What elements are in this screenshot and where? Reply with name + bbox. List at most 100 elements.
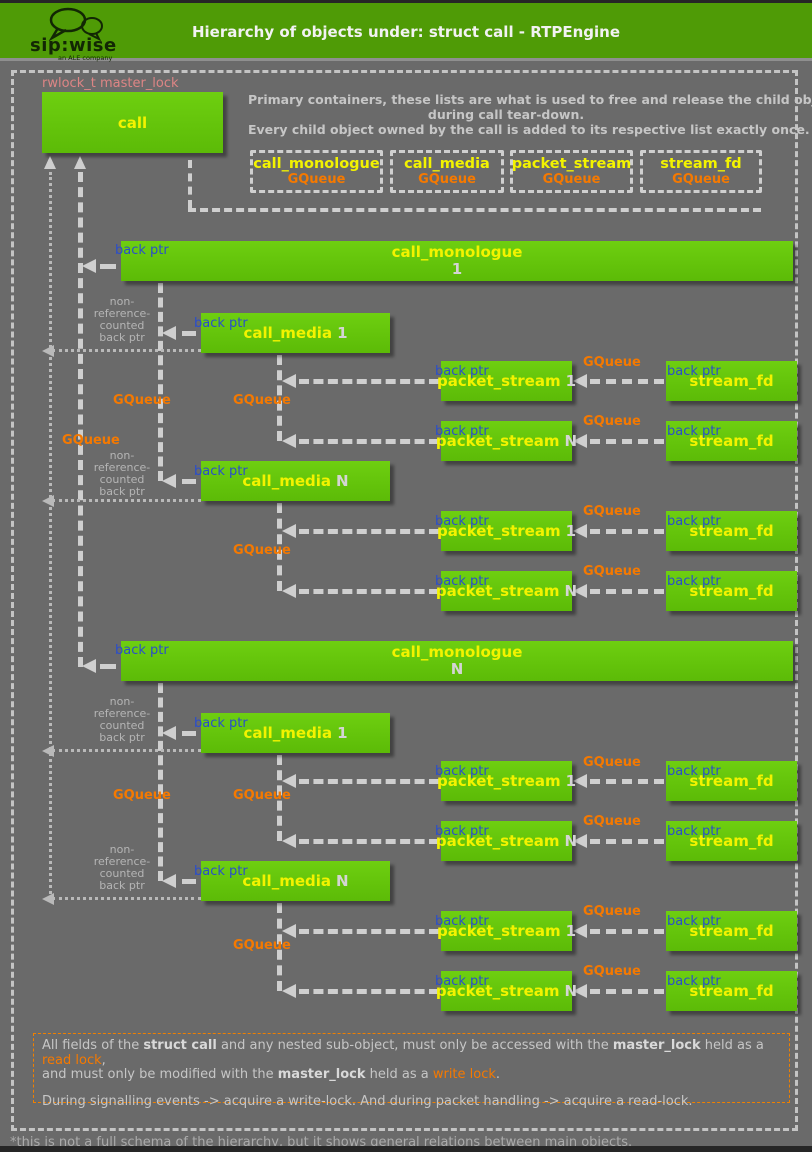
stream-fd-link bbox=[590, 589, 664, 594]
stream-fd-link bbox=[590, 989, 664, 994]
stream-fd-link bbox=[590, 929, 664, 934]
back-ptr-label: back ptr bbox=[667, 424, 721, 439]
non-ref-line: back ptr bbox=[99, 731, 145, 744]
node-number: N bbox=[564, 582, 578, 600]
gqueue-label: GQueue bbox=[583, 504, 641, 519]
node-label: packet_stream bbox=[436, 372, 561, 390]
node-label: stream_fd bbox=[689, 772, 774, 790]
back-ptr-label: back ptr bbox=[194, 864, 248, 879]
node-stream-fd: stream_fd bbox=[666, 821, 797, 861]
non-ref-label: non- reference- counted back ptr bbox=[85, 844, 159, 892]
non-ref-line: non- bbox=[109, 295, 135, 308]
node-number: 1 bbox=[565, 922, 577, 940]
non-ref-label: non- reference- counted back ptr bbox=[85, 296, 159, 344]
node-call-monologue-1: call_monologue 1 bbox=[121, 241, 793, 281]
node-stream-fd: stream_fd bbox=[666, 361, 797, 401]
gqueue-label: GQueue bbox=[583, 755, 641, 770]
note-line-2: and must only be modified with the maste… bbox=[42, 1067, 781, 1083]
arrow-left-icon bbox=[573, 834, 587, 848]
container-stream-fd-gqueue: stream_fd GQueue bbox=[640, 150, 762, 193]
container-name: call_monologue bbox=[253, 155, 380, 172]
intro-line-1: Primary containers, these lists are what… bbox=[248, 92, 812, 107]
container-name: call_media bbox=[404, 155, 490, 172]
arrow-left-icon bbox=[282, 924, 296, 938]
node-stream-fd: stream_fd bbox=[666, 511, 797, 551]
logo-tagline-text: an ALE company bbox=[58, 54, 113, 62]
packet-stream-rail-3 bbox=[277, 755, 282, 841]
node-number: N bbox=[450, 660, 464, 678]
note-text: held as a bbox=[365, 1067, 433, 1082]
arrow-left-icon bbox=[282, 374, 296, 388]
node-label: call_media bbox=[243, 324, 333, 342]
node-packet-stream-n: packet_stream N bbox=[436, 821, 577, 861]
non-ref-label: non- reference- counted back ptr bbox=[85, 696, 159, 744]
sipwise-logo: sip:wise an ALE company bbox=[22, 7, 142, 62]
node-stream-fd: stream_fd bbox=[666, 911, 797, 951]
rwlock-label: rwlock_t master_lock bbox=[42, 76, 179, 91]
back-ptr-label: back ptr bbox=[435, 824, 489, 839]
gqueue-label: GQueue bbox=[233, 543, 291, 558]
node-label: packet_stream bbox=[436, 922, 561, 940]
note-text: . bbox=[495, 1067, 501, 1082]
container-type: GQueue bbox=[542, 171, 601, 187]
stream-fd-link bbox=[590, 439, 664, 444]
node-number: 1 bbox=[451, 260, 463, 278]
node-number: 1 bbox=[565, 772, 577, 790]
note-text: held as a bbox=[700, 1038, 764, 1053]
stream-fd-link bbox=[590, 779, 664, 784]
non-ref-branch bbox=[52, 749, 201, 752]
page-title: Hierarchy of objects under: struct call … bbox=[191, 23, 621, 41]
arrow-up-icon bbox=[44, 156, 56, 169]
gqueue-label: GQueue bbox=[583, 355, 641, 370]
node-label: packet_stream bbox=[435, 582, 560, 600]
node-stream-fd: stream_fd bbox=[666, 571, 797, 611]
arrow-left-icon bbox=[162, 726, 176, 740]
gqueue-label: GQueue bbox=[583, 414, 641, 429]
node-label: packet_stream bbox=[435, 832, 560, 850]
non-ref-branch bbox=[52, 897, 201, 900]
node-label: call_monologue bbox=[391, 643, 523, 661]
node-call-media-1: call_media 1 bbox=[201, 713, 390, 753]
arrow-left-icon bbox=[42, 495, 54, 507]
non-ref-line: non- bbox=[109, 449, 135, 462]
packet-stream-rail-4 bbox=[277, 903, 282, 991]
arrow-left-icon bbox=[573, 584, 587, 598]
non-ref-line: non- bbox=[109, 695, 135, 708]
media-gqueue-rail-lower bbox=[158, 683, 163, 881]
back-ptr-line bbox=[299, 379, 439, 384]
back-ptr-label: back ptr bbox=[667, 364, 721, 379]
arrow-left-icon bbox=[282, 984, 296, 998]
node-label: stream_fd bbox=[689, 372, 774, 390]
node-label: stream_fd bbox=[689, 982, 774, 1000]
node-packet-stream-1: packet_stream 1 bbox=[437, 361, 576, 401]
gqueue-label: GQueue bbox=[233, 788, 291, 803]
non-ref-back-ptr-rail bbox=[49, 172, 52, 900]
back-ptr-line bbox=[299, 989, 439, 994]
back-ptr-label: back ptr bbox=[194, 316, 248, 331]
container-name: packet_stream bbox=[511, 155, 632, 172]
non-ref-line: back ptr bbox=[99, 879, 145, 892]
node-label: packet_stream bbox=[436, 522, 561, 540]
note-bold: master_lock bbox=[277, 1067, 366, 1082]
arrow-left-icon bbox=[162, 474, 176, 488]
node-label: stream_fd bbox=[689, 832, 774, 850]
back-ptr-label: back ptr bbox=[435, 364, 489, 379]
node-call-media-1: call_media 1 bbox=[201, 313, 390, 353]
write-lock-text: write lock bbox=[432, 1067, 496, 1082]
note-line-1: All fields of the struct call and any ne… bbox=[42, 1038, 781, 1068]
bottom-strip bbox=[0, 1146, 812, 1152]
back-ptr-dash bbox=[100, 264, 116, 269]
node-call-media-n: call_media N bbox=[201, 861, 390, 901]
back-ptr-label: back ptr bbox=[435, 574, 489, 589]
node-label: packet_stream bbox=[435, 982, 560, 1000]
arrow-left-icon bbox=[282, 584, 296, 598]
node-label: call_media bbox=[243, 724, 333, 742]
gqueue-label: GQueue bbox=[113, 788, 171, 803]
arrow-left-icon bbox=[573, 434, 587, 448]
gqueue-label: GQueue bbox=[233, 938, 291, 953]
note-line-3: During signalling events -> acquire a wr… bbox=[42, 1093, 693, 1109]
arrow-left-icon bbox=[42, 745, 54, 757]
arrow-left-icon bbox=[573, 374, 587, 388]
call-to-containers-connector bbox=[188, 160, 192, 208]
node-stream-fd: stream_fd bbox=[666, 761, 797, 801]
